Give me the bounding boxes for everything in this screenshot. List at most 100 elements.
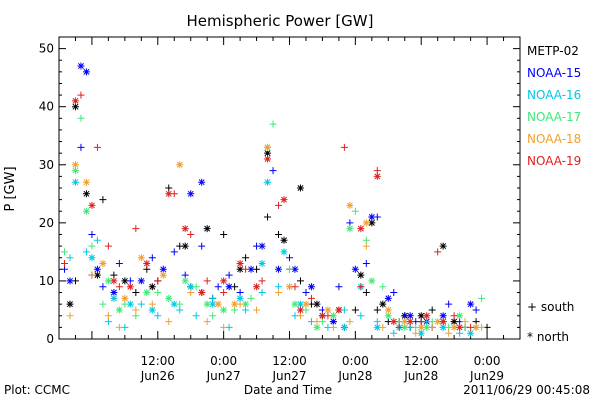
point-noaa-17-south xyxy=(286,265,293,273)
x-tick-time: 12:00 xyxy=(272,354,307,368)
point-noaa-17-south xyxy=(88,242,96,250)
point-noaa-15-south xyxy=(286,254,293,262)
point-noaa-15-north xyxy=(110,289,118,297)
point-noaa-15-north xyxy=(406,312,414,320)
point-noaa-18-south xyxy=(346,318,354,326)
point-noaa-19-north xyxy=(236,260,244,267)
point-noaa-16-north xyxy=(439,323,447,331)
point-noaa-15-north xyxy=(258,242,266,250)
point-noaa-15-north xyxy=(291,265,299,273)
point-noaa-19-north xyxy=(390,318,398,326)
point-metp-02-north xyxy=(66,300,74,308)
point-noaa-18-south xyxy=(203,318,211,326)
point-noaa-15-south xyxy=(198,242,206,250)
point-metp-02-south xyxy=(362,289,370,297)
point-noaa-15-north xyxy=(225,283,233,291)
point-noaa-19-south xyxy=(258,277,266,285)
x-tick-date: Jun29 xyxy=(469,369,504,383)
data-points xyxy=(60,62,491,337)
point-metp-02-north xyxy=(368,219,376,227)
point-noaa-15-north xyxy=(439,312,447,320)
point-metp-02-north xyxy=(313,300,321,308)
point-noaa-18-north xyxy=(99,260,107,267)
point-noaa-19-north xyxy=(357,225,365,233)
point-noaa-19-north xyxy=(296,306,304,314)
point-noaa-15-south xyxy=(99,283,107,291)
point-noaa-19-south xyxy=(395,323,403,331)
point-noaa-18-north xyxy=(384,306,392,314)
legend-marker-north: * north xyxy=(527,330,569,344)
point-noaa-16-north xyxy=(148,306,156,314)
point-noaa-17-north xyxy=(165,294,173,302)
point-noaa-18-north xyxy=(286,283,293,291)
point-noaa-19-north xyxy=(165,190,173,198)
point-metp-02-south xyxy=(132,289,140,297)
point-noaa-16-south xyxy=(137,300,145,308)
point-noaa-15-north xyxy=(275,265,283,273)
point-noaa-19-south xyxy=(132,225,140,233)
y-tick-label: 10 xyxy=(39,274,54,288)
point-noaa-19-south xyxy=(434,248,442,256)
point-metp-02-north xyxy=(93,271,101,279)
legend-series-label: NOAA-19 xyxy=(527,154,581,168)
point-metp-02-south xyxy=(428,306,436,314)
point-noaa-19-north xyxy=(220,277,228,285)
point-noaa-16-south xyxy=(154,312,162,320)
y-tick-label: 30 xyxy=(39,158,54,172)
point-noaa-18-south xyxy=(379,323,387,331)
legend-series-label: NOAA-15 xyxy=(527,66,581,80)
point-noaa-17-north xyxy=(423,323,431,331)
point-noaa-19-south xyxy=(307,294,315,302)
point-metp-02-south xyxy=(275,230,283,238)
point-noaa-19-north xyxy=(406,318,414,326)
point-metp-02-north xyxy=(236,265,244,273)
point-noaa-18-south xyxy=(88,271,96,279)
point-noaa-19-north xyxy=(126,283,134,291)
point-noaa-15-south xyxy=(77,143,85,151)
point-noaa-19-south xyxy=(104,242,112,250)
point-noaa-17-north xyxy=(329,312,337,320)
point-noaa-18-south xyxy=(329,323,337,331)
point-noaa-18-north xyxy=(214,300,222,308)
point-noaa-15-north xyxy=(307,283,315,291)
point-noaa-16-south xyxy=(192,312,200,320)
point-noaa-19-south xyxy=(417,318,425,326)
point-noaa-19-north xyxy=(110,277,118,285)
x-tick-time: 12:00 xyxy=(404,354,439,368)
point-noaa-17-north xyxy=(143,289,151,297)
point-noaa-18-south xyxy=(313,318,321,326)
point-noaa-18-south xyxy=(132,306,140,314)
point-noaa-17-south xyxy=(154,289,162,297)
point-noaa-15-south xyxy=(302,289,310,297)
point-noaa-17-south xyxy=(77,114,85,122)
point-noaa-17-north xyxy=(181,277,189,285)
plot-frame xyxy=(58,36,521,340)
point-noaa-15-south xyxy=(335,283,343,291)
x-axis-title: Date and Time xyxy=(244,383,332,397)
point-noaa-17-north xyxy=(115,306,123,314)
point-noaa-15-south xyxy=(472,306,480,314)
point-noaa-16-north xyxy=(236,294,244,302)
point-noaa-15-north xyxy=(198,178,206,186)
point-noaa-17-north xyxy=(242,300,250,308)
point-noaa-18-south xyxy=(165,318,173,326)
point-noaa-15-north xyxy=(93,265,101,273)
legend-marker-south: + south xyxy=(527,300,574,314)
y-tick-label: 40 xyxy=(39,100,54,114)
point-noaa-17-south xyxy=(478,294,486,302)
point-noaa-17-north xyxy=(104,277,112,285)
point-noaa-15-north xyxy=(137,277,145,285)
point-noaa-19-north xyxy=(280,196,288,204)
point-noaa-18-north xyxy=(324,306,332,314)
point-noaa-19-south xyxy=(467,323,475,331)
point-noaa-16-north xyxy=(373,323,381,331)
point-noaa-19-south xyxy=(275,201,283,209)
point-metp-02-north xyxy=(148,283,156,291)
point-noaa-18-south xyxy=(148,300,156,308)
point-noaa-19-south xyxy=(60,260,68,267)
point-metp-02-north xyxy=(280,236,288,244)
point-noaa-17-north xyxy=(203,300,211,308)
point-metp-02-north xyxy=(71,103,79,111)
point-noaa-18-north xyxy=(176,161,184,169)
point-noaa-16-north xyxy=(258,260,266,267)
